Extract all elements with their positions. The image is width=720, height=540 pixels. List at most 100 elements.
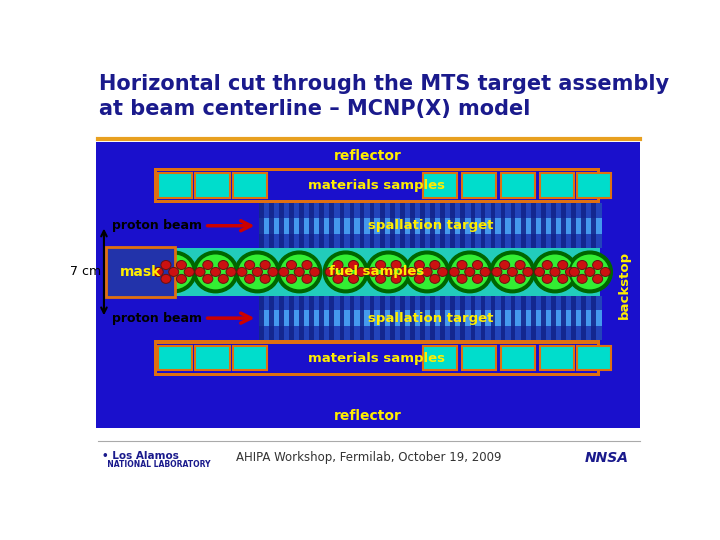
Bar	[157, 171, 597, 200]
Ellipse shape	[302, 260, 312, 269]
Ellipse shape	[558, 260, 568, 269]
Bar	[441, 204, 445, 248]
Ellipse shape	[341, 267, 351, 276]
Ellipse shape	[203, 260, 213, 269]
Ellipse shape	[376, 260, 386, 269]
Bar	[539, 173, 574, 198]
Bar	[390, 296, 395, 340]
Ellipse shape	[348, 260, 359, 269]
Ellipse shape	[279, 253, 320, 291]
Bar	[500, 296, 505, 340]
Bar	[591, 296, 596, 340]
Bar	[195, 346, 230, 370]
Ellipse shape	[376, 274, 386, 284]
Ellipse shape	[161, 274, 171, 284]
Ellipse shape	[193, 251, 238, 293]
Bar	[541, 204, 546, 248]
Bar	[462, 173, 496, 198]
Bar	[490, 296, 495, 340]
Ellipse shape	[535, 253, 575, 291]
Bar	[462, 346, 496, 370]
Bar	[423, 173, 457, 198]
Ellipse shape	[356, 267, 366, 276]
Ellipse shape	[184, 267, 194, 276]
Ellipse shape	[302, 274, 312, 284]
Ellipse shape	[333, 274, 343, 284]
Ellipse shape	[480, 267, 490, 276]
Bar	[541, 296, 546, 340]
Bar	[420, 204, 425, 248]
Bar	[96, 142, 640, 428]
Bar	[500, 173, 535, 198]
Bar	[279, 296, 284, 340]
Ellipse shape	[577, 260, 588, 269]
Bar	[195, 173, 230, 198]
Bar	[571, 204, 576, 248]
Bar	[500, 346, 535, 370]
Bar	[259, 218, 601, 233]
Ellipse shape	[226, 267, 236, 276]
Bar	[561, 204, 566, 248]
Ellipse shape	[430, 260, 440, 269]
Text: AHIPA Workshop, Fermilab, October 19, 2009: AHIPA Workshop, Fermilab, October 19, 20…	[236, 451, 502, 464]
Ellipse shape	[391, 274, 401, 284]
Ellipse shape	[323, 251, 368, 293]
Text: backstop: backstop	[618, 251, 631, 319]
Ellipse shape	[176, 274, 186, 284]
Bar	[153, 340, 600, 376]
Bar	[380, 296, 384, 340]
Ellipse shape	[447, 251, 492, 293]
Ellipse shape	[153, 267, 163, 276]
Bar	[551, 296, 556, 340]
Ellipse shape	[366, 251, 411, 293]
Bar	[289, 296, 294, 340]
Ellipse shape	[472, 260, 482, 269]
Bar	[423, 346, 457, 370]
Ellipse shape	[570, 267, 580, 276]
Ellipse shape	[287, 274, 297, 284]
Bar	[410, 296, 415, 340]
Bar	[310, 296, 314, 340]
Bar	[400, 296, 405, 340]
Bar	[310, 204, 314, 248]
Bar	[370, 204, 374, 248]
Ellipse shape	[268, 267, 278, 276]
Ellipse shape	[457, 260, 467, 269]
Bar	[531, 204, 536, 248]
Bar	[461, 204, 465, 248]
Ellipse shape	[515, 274, 525, 284]
Bar	[320, 204, 324, 248]
Text: fuel samples: fuel samples	[329, 266, 424, 279]
Ellipse shape	[399, 267, 409, 276]
Text: 7 cm: 7 cm	[71, 266, 102, 279]
Text: reflector: reflector	[334, 409, 402, 423]
Bar	[380, 204, 384, 248]
Ellipse shape	[383, 267, 393, 276]
Ellipse shape	[176, 260, 186, 269]
Ellipse shape	[464, 267, 474, 276]
Bar	[300, 204, 304, 248]
Bar	[510, 204, 516, 248]
Ellipse shape	[260, 274, 270, 284]
Ellipse shape	[325, 267, 336, 276]
Bar	[233, 173, 266, 198]
Ellipse shape	[515, 260, 525, 269]
Bar	[561, 296, 566, 340]
Bar	[471, 296, 475, 340]
Ellipse shape	[405, 251, 449, 293]
Ellipse shape	[218, 260, 228, 269]
Bar	[591, 204, 596, 248]
Ellipse shape	[593, 274, 603, 284]
Bar	[577, 346, 611, 370]
Ellipse shape	[310, 267, 320, 276]
Ellipse shape	[558, 274, 568, 284]
Ellipse shape	[523, 267, 533, 276]
Text: NNSA: NNSA	[585, 450, 629, 464]
Ellipse shape	[238, 253, 277, 291]
Bar	[577, 173, 611, 198]
Bar	[521, 204, 526, 248]
Ellipse shape	[153, 253, 194, 291]
Text: • Los Alamos: • Los Alamos	[102, 451, 179, 461]
Ellipse shape	[253, 267, 262, 276]
Ellipse shape	[368, 253, 408, 291]
